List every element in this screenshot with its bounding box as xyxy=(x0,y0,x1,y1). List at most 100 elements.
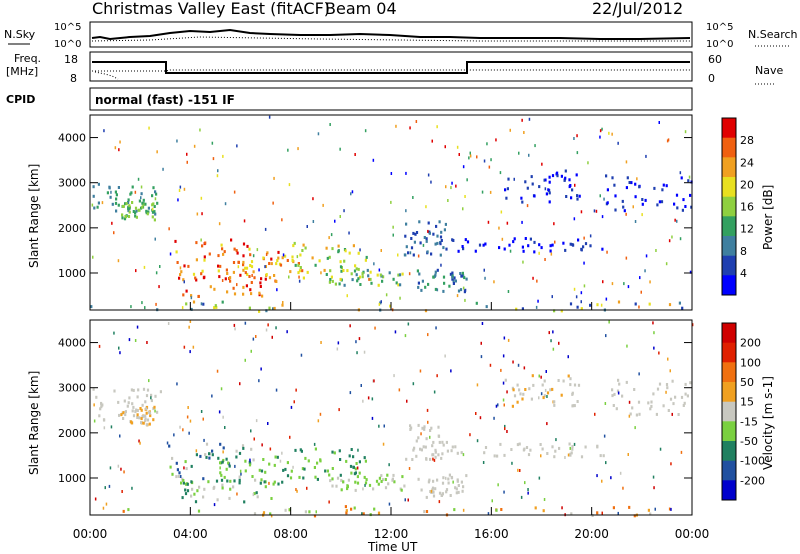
heatmap-cell xyxy=(224,426,226,429)
heatmap-cell xyxy=(92,194,95,198)
heatmap-cell xyxy=(369,270,372,274)
heatmap-cell xyxy=(313,442,316,446)
heatmap-cell xyxy=(322,203,324,207)
heatmap-cell xyxy=(155,271,158,275)
heatmap-cell xyxy=(339,277,342,281)
heatmap-cell xyxy=(419,447,422,451)
heatmap-cell xyxy=(154,394,157,398)
heatmap-cell xyxy=(407,498,409,502)
noise-tick-high-left: 10^5 xyxy=(54,22,81,33)
heatmap-cell xyxy=(244,459,247,463)
heatmap-cell xyxy=(434,270,437,274)
heatmap-cell xyxy=(295,388,297,392)
heatmap-cell xyxy=(407,322,410,326)
heatmap-cell xyxy=(144,202,147,206)
heatmap-cell xyxy=(641,213,643,217)
heatmap-cell xyxy=(136,413,139,417)
heatmap-cell xyxy=(346,487,349,491)
heatmap-cell xyxy=(275,262,278,266)
heatmap-cell xyxy=(230,238,233,242)
heatmap-cell xyxy=(674,395,677,399)
heatmap-cell xyxy=(286,259,289,262)
heatmap-cell xyxy=(486,142,488,146)
heatmap-cell xyxy=(336,347,339,351)
heatmap-cell xyxy=(502,354,505,358)
heatmap-cell xyxy=(562,379,565,383)
heatmap-cell xyxy=(653,186,656,190)
heatmap-cell xyxy=(273,274,276,277)
heatmap-cell xyxy=(429,457,432,461)
noise-tick-low-left: 10^0 xyxy=(54,39,81,50)
heatmap-cell xyxy=(573,383,577,387)
heatmap-cell xyxy=(136,416,139,419)
heatmap-cell xyxy=(203,275,206,279)
heatmap-cell xyxy=(189,350,191,354)
heatmap-cell xyxy=(623,209,626,213)
heatmap-cell xyxy=(226,272,229,275)
heatmap-cell xyxy=(340,488,343,492)
heatmap-cell xyxy=(442,275,446,279)
heatmap-cell xyxy=(611,282,614,286)
heatmap-cell xyxy=(281,218,283,222)
heatmap-cell xyxy=(638,305,640,309)
velocity-colorbar-label: Velocity [m s-1] xyxy=(761,376,775,470)
heatmap-cell xyxy=(98,414,101,418)
heatmap-cell xyxy=(372,379,374,383)
heatmap-cell xyxy=(577,383,581,387)
heatmap-cell xyxy=(184,460,187,464)
heatmap-cell xyxy=(364,258,367,262)
heatmap-cell xyxy=(503,336,506,340)
heatmap-cell xyxy=(516,383,519,387)
heatmap-cell xyxy=(451,181,453,185)
heatmap-cell xyxy=(431,486,435,490)
heatmap-cell xyxy=(255,335,257,338)
heatmap-cell xyxy=(670,507,672,511)
heatmap-cell xyxy=(634,182,637,186)
heatmap-cell xyxy=(306,486,308,490)
heatmap-cell xyxy=(408,467,411,470)
heatmap-cell xyxy=(561,506,563,510)
heatmap-cell xyxy=(269,512,272,516)
heatmap-cell xyxy=(140,408,143,412)
heatmap-cell xyxy=(251,475,254,478)
colorbar-tick-label: -200 xyxy=(740,474,765,487)
heatmap-cell xyxy=(207,480,210,484)
heatmap-cell xyxy=(221,300,224,304)
heatmap-cell xyxy=(226,290,229,294)
colorbar-tick-label: 200 xyxy=(740,337,761,350)
heatmap-cell xyxy=(611,132,613,136)
heatmap-cell xyxy=(522,249,525,253)
heatmap-cell xyxy=(399,296,401,300)
heatmap-cell xyxy=(150,399,153,403)
heatmap-cell xyxy=(277,256,280,260)
colorbar-swatch xyxy=(722,323,736,344)
heatmap-cell xyxy=(454,486,457,490)
heatmap-cell xyxy=(194,500,198,504)
heatmap-cell xyxy=(197,509,201,513)
heatmap-cell xyxy=(244,271,247,275)
heatmap-cell xyxy=(253,512,257,516)
heatmap-cell xyxy=(601,511,603,515)
heatmap-cell xyxy=(256,248,259,252)
heatmap-cell xyxy=(279,459,282,463)
heatmap-cell xyxy=(507,338,510,342)
heatmap-cell xyxy=(315,510,317,514)
heatmap-cell xyxy=(320,271,322,275)
heatmap-cell xyxy=(298,269,302,273)
heatmap-cell xyxy=(264,485,267,489)
heatmap-cell xyxy=(682,404,685,407)
heatmap-cell xyxy=(137,177,140,181)
heatmap-cell xyxy=(434,455,437,459)
heatmap-cell xyxy=(145,407,148,411)
heatmap-cell xyxy=(242,446,245,450)
heatmap-cell xyxy=(527,491,529,495)
heatmap-cell xyxy=(138,208,141,212)
heatmap-cell xyxy=(361,275,364,279)
heatmap-cell xyxy=(372,487,375,491)
heatmap-cell xyxy=(384,478,387,481)
heatmap-cell xyxy=(578,194,581,198)
heatmap-cell xyxy=(205,455,208,459)
heatmap-cell xyxy=(233,190,236,194)
heatmap-cell xyxy=(545,370,547,373)
colorbar-swatch xyxy=(722,275,736,296)
